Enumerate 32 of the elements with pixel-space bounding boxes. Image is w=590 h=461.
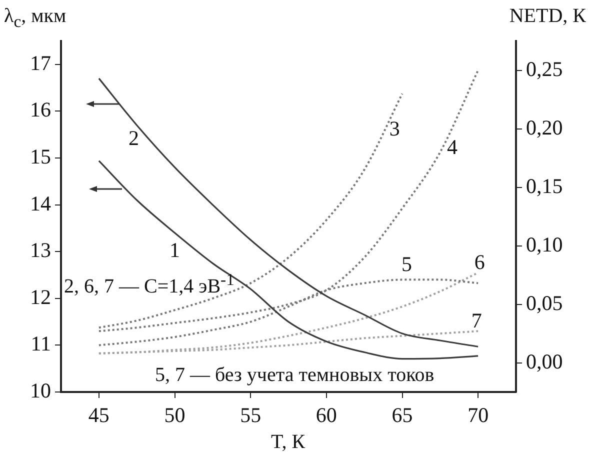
- y-tick-label: 12: [30, 284, 51, 309]
- y-axis-title: λ$_{c}$, мкм: [4, 5, 66, 31]
- y2-tick-label: 0,20: [526, 115, 563, 140]
- x-tick-label: 70: [468, 403, 489, 428]
- y-tick-label: 10: [30, 378, 51, 403]
- x-tick-label: 60: [316, 403, 337, 428]
- y-tick-label: 13: [30, 238, 51, 262]
- series-label: 3: [389, 116, 400, 140]
- y2-tick-label: 0,00: [526, 349, 563, 374]
- y2-tick-label: 0,05: [526, 290, 563, 315]
- y2-tick-label: 0,15: [526, 174, 563, 198]
- x-tick-label: 65: [392, 403, 413, 428]
- series-label: 6: [474, 250, 485, 274]
- series-label: 1: [170, 238, 180, 262]
- series-label: 5: [402, 252, 412, 276]
- y-tick-label: 15: [30, 144, 51, 169]
- y-tick-label: 14: [30, 191, 52, 216]
- x-tick-label: 45: [88, 403, 110, 428]
- x-tick-label: 55: [240, 403, 262, 428]
- series-label: 4: [447, 135, 458, 160]
- series-label: 7: [471, 308, 482, 332]
- x-tick-label: 50: [164, 403, 186, 428]
- y-tick-label: 17: [30, 50, 51, 75]
- y2-axis-title: NETD, К: [509, 5, 586, 27]
- y2-tick-label: 0,10: [526, 232, 563, 256]
- series-label: 2: [128, 126, 140, 150]
- y-tick-label: 11: [30, 332, 51, 356]
- x-axis-title: T, К: [270, 431, 306, 453]
- y-tick-label: 16: [30, 98, 51, 122]
- y2-tick-label: 0,25: [526, 56, 563, 81]
- annotation: 5, 7 — без учета темновых токов: [155, 364, 434, 386]
- annotation: 2, 6, 7 — C=1,4 эВ$^{-1}$: [64, 270, 234, 298]
